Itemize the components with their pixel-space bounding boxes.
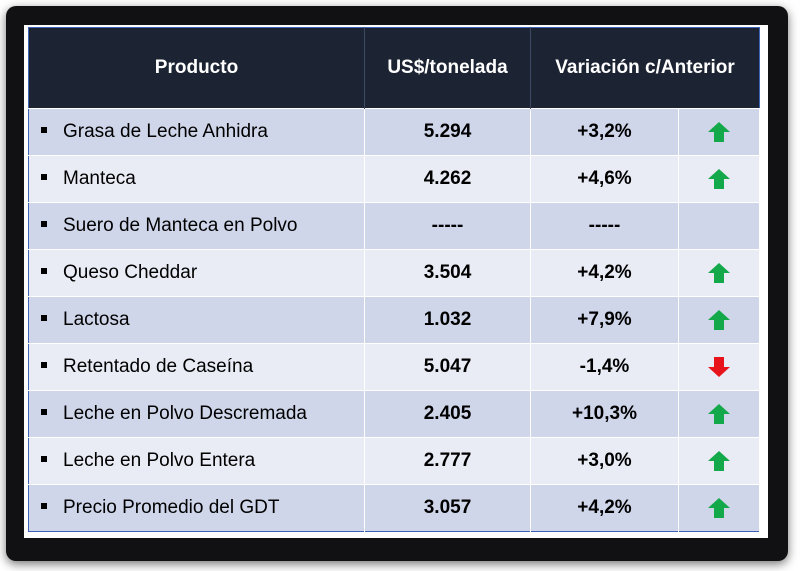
trend-cell <box>678 390 761 438</box>
table-row: Manteca 4.262 +4,6% <box>28 155 761 203</box>
arrow-up-icon <box>708 309 730 330</box>
bullet-icon <box>41 220 47 227</box>
product-name: Leche en Polvo Entera <box>63 450 256 471</box>
bullet-icon <box>41 267 47 274</box>
variation-cell: +3,0% <box>530 437 679 485</box>
trend-cell <box>678 484 761 532</box>
arrow-up-icon <box>708 403 730 424</box>
product-cell: Retentado de Caseína <box>28 343 365 391</box>
header-price: US$/tonelada <box>364 27 531 109</box>
arrow-up-icon <box>708 262 730 283</box>
table-row: Leche en Polvo Descremada 2.405 +10,3% <box>28 390 761 438</box>
product-cell: Manteca <box>28 155 365 203</box>
bullet-icon <box>41 408 47 415</box>
variation-cell: +7,9% <box>530 296 679 344</box>
trend-cell <box>678 437 761 485</box>
image-frame: Producto US$/tonelada Variación c/Anteri… <box>6 6 788 561</box>
trend-cell <box>678 249 761 297</box>
bullet-icon <box>41 455 47 462</box>
trend-cell <box>678 202 761 250</box>
table-row: Lactosa 1.032 +7,9% <box>28 296 761 344</box>
variation-cell: +4,2% <box>530 249 679 297</box>
product-cell: Queso Cheddar <box>28 249 365 297</box>
bullet-icon <box>41 314 47 321</box>
bullet-icon <box>41 126 47 133</box>
trend-cell <box>678 108 761 156</box>
product-name: Suero de Manteca en Polvo <box>63 215 298 236</box>
price-cell: 2.405 <box>364 390 531 438</box>
price-cell: 1.032 <box>364 296 531 344</box>
product-cell: Grasa de Leche Anhidra <box>28 108 365 156</box>
table-row: Leche en Polvo Entera 2.777 +3,0% <box>28 437 761 485</box>
bullet-icon <box>41 502 47 509</box>
bullet-icon <box>41 361 47 368</box>
product-cell: Suero de Manteca en Polvo <box>28 202 365 250</box>
price-cell: 5.047 <box>364 343 531 391</box>
product-name: Retentado de Caseína <box>63 356 254 377</box>
gdt-price-table: Producto US$/tonelada Variación c/Anteri… <box>28 27 761 532</box>
price-cell: ----- <box>364 202 531 250</box>
arrow-up-icon <box>708 121 730 142</box>
variation-cell: +4,6% <box>530 155 679 203</box>
table-row: Grasa de Leche Anhidra 5.294 +3,2% <box>28 108 761 156</box>
trend-cell <box>678 296 761 344</box>
variation-cell: +10,3% <box>530 390 679 438</box>
arrow-down-icon <box>708 356 730 377</box>
variation-cell: ----- <box>530 202 679 250</box>
product-cell: Lactosa <box>28 296 365 344</box>
product-name: Lactosa <box>63 309 130 330</box>
variation-cell: -1,4% <box>530 343 679 391</box>
table-row: Retentado de Caseína 5.047 -1,4% <box>28 343 761 391</box>
table-row: Queso Cheddar 3.504 +4,2% <box>28 249 761 297</box>
header-product: Producto <box>28 27 365 109</box>
arrow-up-icon <box>708 168 730 189</box>
product-name: Precio Promedio del GDT <box>63 497 280 518</box>
product-name: Grasa de Leche Anhidra <box>63 121 268 142</box>
product-cell: Precio Promedio del GDT <box>28 484 365 532</box>
table-header-row: Producto US$/tonelada Variación c/Anteri… <box>28 27 760 109</box>
price-cell: 3.504 <box>364 249 531 297</box>
arrow-up-icon <box>708 450 730 471</box>
price-cell: 4.262 <box>364 155 531 203</box>
arrow-up-icon <box>708 497 730 518</box>
product-cell: Leche en Polvo Descremada <box>28 390 365 438</box>
price-cell: 3.057 <box>364 484 531 532</box>
trend-cell <box>678 343 761 391</box>
product-name: Manteca <box>63 168 136 189</box>
header-variation: Variación c/Anterior <box>530 27 760 109</box>
product-cell: Leche en Polvo Entera <box>28 437 365 485</box>
bullet-icon <box>41 173 47 180</box>
product-name: Leche en Polvo Descremada <box>63 403 307 424</box>
trend-cell <box>678 155 761 203</box>
product-name: Queso Cheddar <box>63 262 198 283</box>
price-cell: 5.294 <box>364 108 531 156</box>
price-cell: 2.777 <box>364 437 531 485</box>
variation-cell: +3,2% <box>530 108 679 156</box>
variation-cell: +4,2% <box>530 484 679 532</box>
table-row: Precio Promedio del GDT 3.057 +4,2% <box>28 484 761 532</box>
table-row: Suero de Manteca en Polvo ----- ----- <box>28 202 761 250</box>
